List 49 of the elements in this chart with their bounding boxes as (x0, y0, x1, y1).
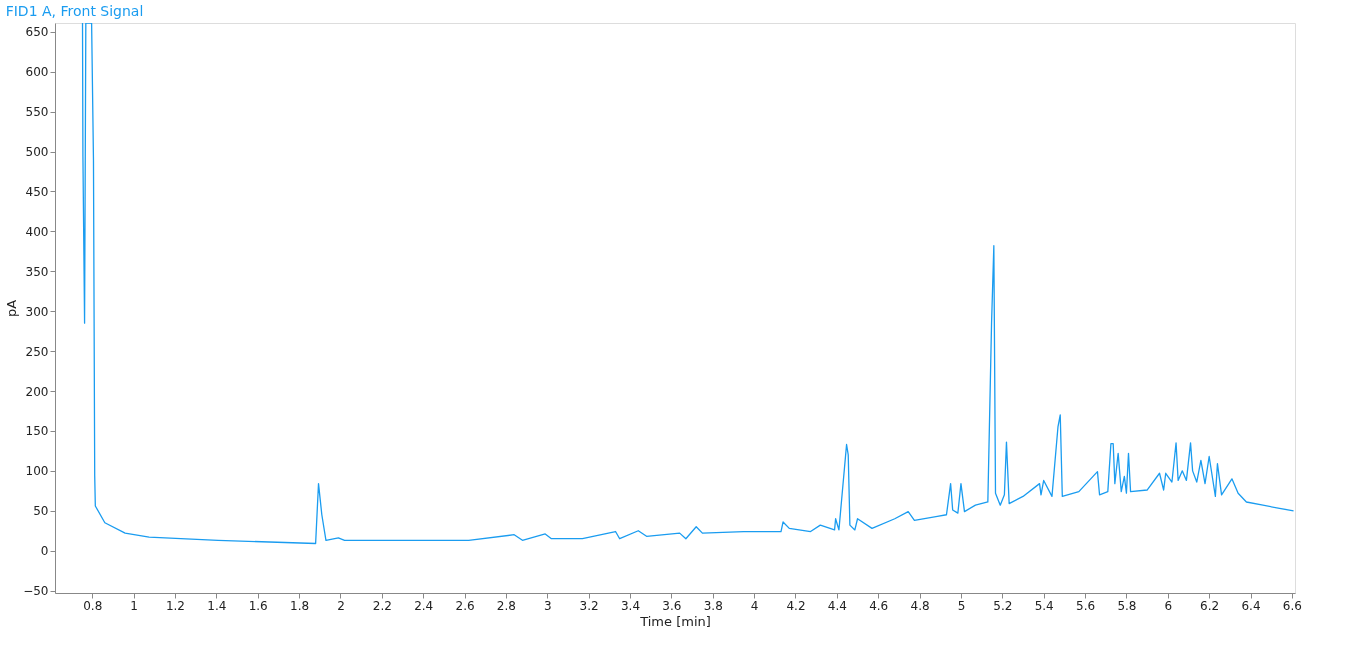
x-tick-label: 5.8 (1117, 598, 1137, 613)
y-tick-label: 50 (33, 504, 49, 519)
x-tick-label: 4 (750, 598, 759, 613)
y-tick-label: 200 (25, 384, 49, 399)
y-axis-title: pA (4, 299, 20, 318)
y-tick-label: 150 (25, 424, 49, 439)
x-axis-title: Time [min] (639, 613, 711, 629)
y-tick-label: 450 (25, 184, 49, 199)
x-tick-label: 4.8 (910, 598, 930, 613)
x-tick-label: 6.6 (1282, 598, 1302, 613)
x-tick-label: 2.8 (496, 598, 516, 613)
x-tick-label: 5.6 (1076, 598, 1096, 613)
x-tick-label: 1.4 (207, 598, 227, 613)
x-tick-label: 0.8 (83, 598, 103, 613)
y-tick-label: 250 (25, 344, 49, 359)
x-tick-label: 2.4 (414, 598, 434, 613)
y-tick-label: 100 (25, 464, 49, 479)
x-tick-label: 2.2 (372, 598, 392, 613)
x-tick-label: 4.2 (786, 598, 806, 613)
x-tick-label: 3.6 (662, 598, 682, 613)
x-tick-label: 6 (1164, 598, 1173, 613)
x-tick-label: 1 (130, 598, 138, 613)
y-tick-label: 400 (25, 224, 49, 239)
x-tick-label: 6.2 (1200, 598, 1220, 613)
y-tick-label: 500 (25, 145, 49, 160)
x-tick-label: 3 (543, 598, 552, 613)
y-tick-label: 600 (25, 65, 49, 80)
y-tick-label: 0 (40, 544, 49, 559)
x-tick-label: 1.8 (290, 598, 310, 613)
y-tick-label: 350 (25, 264, 49, 279)
x-tick-label: 1.6 (248, 598, 268, 613)
x-tick-label: 5.4 (1034, 598, 1054, 613)
x-tick-label: 3.8 (703, 598, 723, 613)
y-tick-label: −50 (23, 584, 49, 599)
x-tick-label: 4.6 (869, 598, 889, 613)
x-tick-label: 6.4 (1241, 598, 1261, 613)
x-tick-label: 2 (337, 598, 345, 613)
line-series (81, 23, 1295, 545)
x-tick-label: 3.2 (579, 598, 599, 613)
x-tick-label: 5 (957, 598, 966, 613)
y-tick-label: 550 (25, 105, 49, 120)
x-tick-label: 1.2 (165, 598, 186, 613)
x-tick-label: 2.6 (455, 598, 475, 613)
y-tick-label: 650 (25, 25, 49, 40)
x-tick-label: 3.4 (620, 598, 641, 613)
x-tick-label: 5.2 (993, 598, 1013, 613)
y-tick-label: 300 (25, 304, 49, 319)
chart-title: FID1 A, Front Signal (5, 3, 144, 19)
x-tick-label: 4.4 (827, 598, 847, 613)
